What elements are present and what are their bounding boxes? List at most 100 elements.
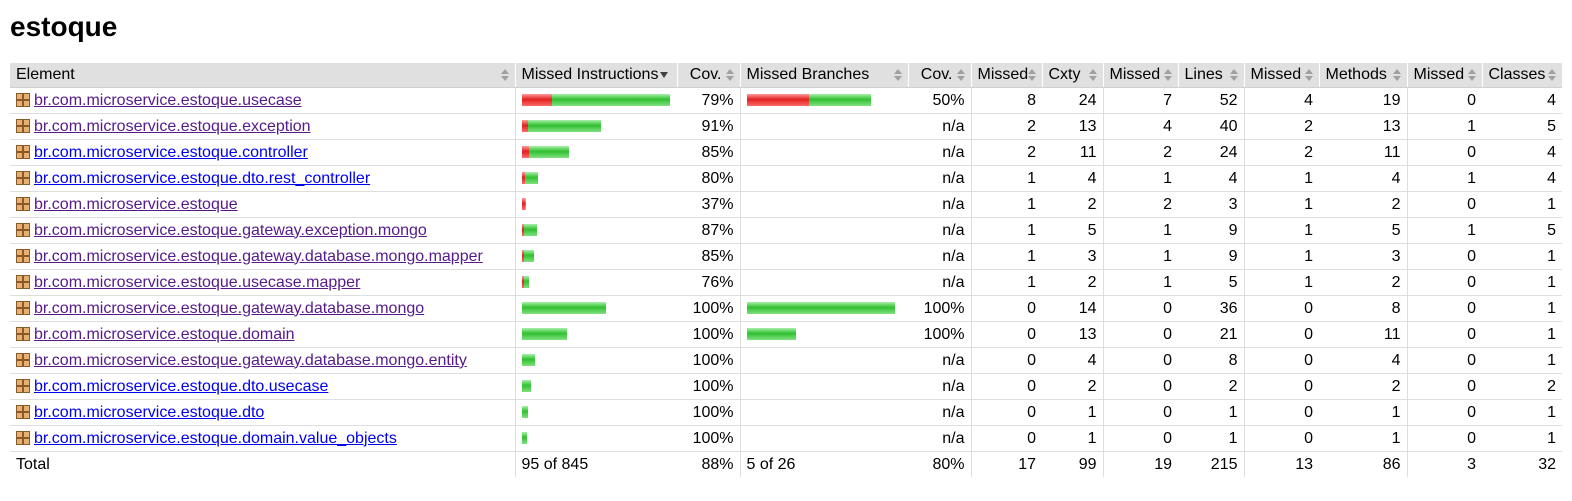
col-missed-branches-header[interactable]: Missed Branches [739,63,908,88]
package-link[interactable]: br.com.microservice.estoque.gateway.data… [34,299,425,317]
lines: 9 [1178,217,1244,244]
instructions-bar-cell [514,295,677,322]
package-link[interactable]: br.com.microservice.estoque.controller [34,143,308,161]
instructions-coverage: 85% [677,139,740,166]
missed-classes: 0 [1406,295,1482,322]
classes: 1 [1482,295,1562,322]
instructions-coverage-bar [521,146,569,158]
table-row: br.com.microservice.estoque.dto 100% n/a 0 1… [10,399,1562,426]
col-missed-cxty-label: Missed [977,66,1029,83]
missed-complexity: 0 [970,399,1042,426]
complexity: 5 [1042,217,1103,244]
package-link[interactable]: br.com.microservice.estoque.dto.rest_con… [34,169,371,187]
lines: 8 [1178,347,1244,374]
element-cell: br.com.microservice.estoque.dto.usecase [10,373,515,400]
col-instr-cov-header[interactable]: Cov. [676,63,740,88]
missed-methods: 2 [1243,113,1319,140]
branches-coverage: n/a [908,191,971,218]
col-classes-header[interactable]: Classes [1481,63,1562,88]
col-missed-classes-header[interactable]: Missed [1406,63,1482,88]
classes: 1 [1482,269,1562,296]
instructions-bar-cell [514,87,677,114]
element-cell: br.com.microservice.estoque [10,191,515,218]
instructions-coverage: 79% [677,87,740,114]
col-classes-label: Classes [1488,66,1546,83]
branches-bar-cell [739,139,908,166]
package-icon [16,352,30,367]
methods: 13 [1319,113,1407,140]
covered-bar-segment [746,328,796,340]
methods: 3 [1319,243,1407,270]
instructions-coverage-bar [521,406,528,418]
package-link[interactable]: br.com.microservice.estoque.domain [34,325,295,343]
complexity: 24 [1042,87,1103,114]
branches-coverage: n/a [908,347,971,374]
missed-classes: 1 [1406,113,1482,140]
col-branch-cov-header[interactable]: Cov. [907,63,971,88]
col-cxty-header[interactable]: Cxty [1041,63,1103,88]
package-link[interactable]: br.com.microservice.estoque.dto [34,403,265,421]
missed-bar-segment [521,224,524,236]
table-row: br.com.microservice.estoque.usecase.mapp… [10,269,1562,296]
sort-icon [893,69,902,81]
total-cxty: 99 [1078,455,1097,473]
package-icon [16,196,30,211]
branches-coverage: n/a [908,373,971,400]
package-link[interactable]: br.com.microservice.estoque.gateway.data… [34,247,483,265]
covered-bar-segment [521,354,535,366]
complexity: 1 [1042,425,1103,452]
complexity: 1 [1042,399,1103,426]
instructions-coverage-bar [521,380,531,392]
instructions-bar-cell [514,217,677,244]
col-missed-methods-header[interactable]: Missed [1243,63,1319,88]
instructions-coverage: 76% [677,269,740,296]
covered-bar-segment [551,94,670,106]
package-link[interactable]: br.com.microservice.estoque.domain.value… [34,429,397,447]
covered-bar-segment [521,432,527,444]
instructions-coverage-bar [521,250,534,262]
sort-icon [1467,69,1476,81]
col-missed-instructions-header[interactable]: Missed Instructions [514,63,677,88]
sort-descending-icon [660,71,669,78]
col-missed-cxty-header[interactable]: Missed [970,63,1042,88]
missed-lines: 2 [1102,139,1178,166]
instructions-coverage: 91% [677,113,740,140]
missed-methods: 0 [1243,321,1319,348]
missed-classes: 0 [1406,321,1482,348]
instructions-coverage-bar [521,120,601,132]
branches-bar-cell [739,347,908,374]
classes: 1 [1482,347,1562,374]
package-link[interactable]: br.com.microservice.estoque.exception [34,117,311,135]
package-icon [16,300,30,315]
element-cell: br.com.microservice.estoque.controller [10,139,515,166]
missed-methods: 4 [1243,87,1319,114]
classes: 2 [1482,373,1562,400]
element-cell: br.com.microservice.estoque.usecase [10,87,515,114]
instructions-coverage-bar [521,302,606,314]
package-link[interactable]: br.com.microservice.estoque.gateway.data… [34,351,467,369]
element-cell: br.com.microservice.estoque.gateway.data… [10,347,515,374]
package-link[interactable]: br.com.microservice.estoque [34,195,238,213]
sort-icon [1392,69,1401,81]
lines: 5 [1178,269,1244,296]
total-missed-cxty: 17 [970,451,1042,477]
package-link[interactable]: br.com.microservice.estoque.dto.usecase [34,377,329,395]
missed-classes: 0 [1406,373,1482,400]
package-link[interactable]: br.com.microservice.estoque.gateway.exce… [34,221,427,239]
table-row: br.com.microservice.estoque.domain.value… [10,425,1562,452]
col-missed-lines-header[interactable]: Missed [1102,63,1178,88]
package-link[interactable]: br.com.microservice.estoque.usecase.mapp… [34,273,361,291]
element-cell: br.com.microservice.estoque.dto [10,399,515,426]
classes: 1 [1482,321,1562,348]
classes: 1 [1482,243,1562,270]
missed-lines: 1 [1102,269,1178,296]
col-element-header[interactable]: Element [10,63,515,88]
branches-bar-cell [739,373,908,400]
missed-lines: 1 [1102,165,1178,192]
missed-complexity: 2 [970,113,1042,140]
col-lines-header[interactable]: Lines [1177,63,1244,88]
col-methods-header[interactable]: Methods [1318,63,1407,88]
branches-coverage: 100% [908,295,971,322]
package-link[interactable]: br.com.microservice.estoque.usecase [34,91,302,109]
covered-bar-segment [746,302,895,314]
